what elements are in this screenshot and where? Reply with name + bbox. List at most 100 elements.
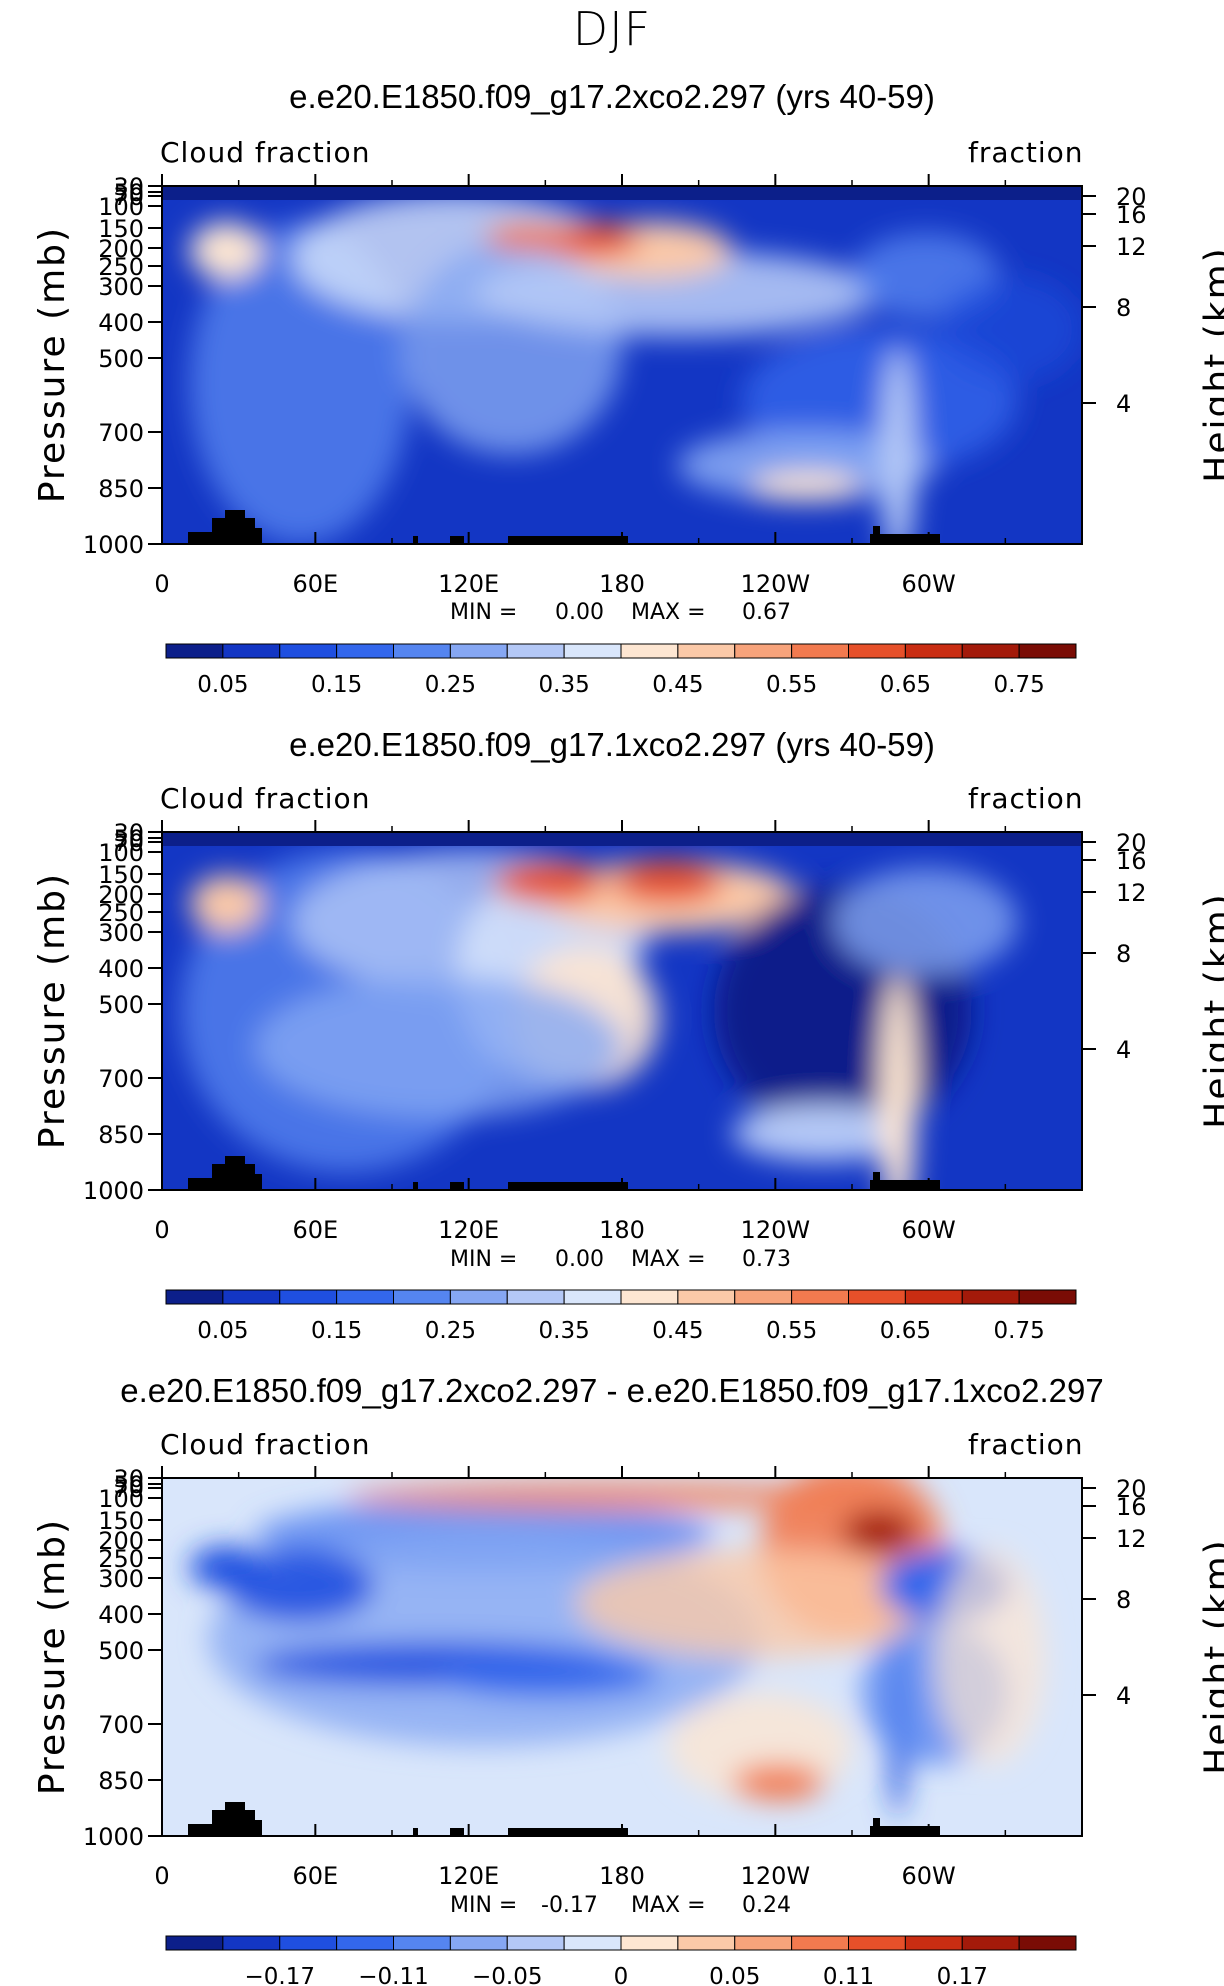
colorbar-label: −0.05: [472, 1964, 542, 1986]
y-tick-label: 500: [98, 991, 144, 1019]
colorbar-swatch: [620, 1289, 679, 1305]
colorbar-label: 0.05: [709, 1964, 760, 1986]
x-tick-label: 0: [154, 570, 169, 598]
colorbar-swatch: [791, 1935, 849, 1951]
panel1-contour-region: [189, 221, 264, 280]
topography-mask: [873, 526, 880, 544]
y-tick-label: 150: [98, 215, 144, 243]
y2-tick-label: 20: [1116, 1475, 1147, 1503]
y-tick-label: 200: [98, 235, 144, 263]
y-tick-label: 100: [98, 193, 144, 221]
colorbar-label: −0.17: [245, 1964, 315, 1986]
panel1-right-label: fraction: [968, 136, 1084, 169]
colorbar-swatch: [848, 643, 906, 659]
topography-mask: [413, 536, 418, 544]
colorbar-swatch: [848, 1935, 906, 1951]
colorbar-label: 0.55: [766, 1318, 817, 1344]
topography-mask: [873, 1172, 880, 1190]
colorbar-swatch: [791, 1289, 849, 1305]
y-tick-label: 250: [98, 253, 144, 281]
colorbar-swatch: [393, 1289, 451, 1305]
panel3-min-label: MIN =: [450, 1893, 518, 1918]
panel3-contour-region: [576, 1549, 944, 1658]
x-tick-label: 120E: [438, 1216, 499, 1244]
topography-mask: [508, 536, 628, 544]
y-tick-label: 100: [98, 1485, 144, 1513]
colorbar-label: 0.65: [880, 672, 931, 698]
x-tick-label: 60W: [902, 1862, 956, 1890]
panel1-contour-region: [879, 347, 917, 544]
y2-tick-label: 4: [1116, 390, 1131, 418]
y-tick-label: 500: [98, 345, 144, 373]
y-tick-label: 850: [98, 1767, 144, 1795]
y-tick-label: 50: [113, 179, 144, 207]
panel2-contour-region: [493, 860, 604, 904]
colorbar-label: 0.35: [539, 1318, 590, 1344]
y2-tick-label: 12: [1116, 1525, 1147, 1553]
x-tick-label: 180: [599, 1862, 645, 1890]
x-tick-label: 60W: [902, 570, 956, 598]
panel1-contour-region: [484, 221, 576, 251]
colorbar-label: 0.17: [937, 1964, 988, 1986]
panel1-contour-region: [934, 275, 1082, 383]
panel2-contour-region: [732, 1104, 917, 1162]
panel2-right-label: fraction: [968, 782, 1084, 815]
panel2-colorbar: 0.05 0.15 0.25 0.35 0.45 0.55 0.65 0.75: [165, 1289, 1077, 1344]
panel1-title: e.e20.E1850.f09_g17.2xco2.297 (yrs 40-59…: [289, 78, 935, 115]
panel3-contour-region: [438, 1653, 659, 1697]
topography-mask: [450, 1828, 464, 1836]
panel1-contour-region: [750, 472, 862, 502]
panel2-max-value: 0.73: [742, 1247, 791, 1272]
y-tick-label: 30: [113, 819, 144, 847]
y-tick-label: 50: [113, 1471, 144, 1499]
y-tick-label: 700: [98, 419, 144, 447]
panel3-max-label: MAX =: [631, 1893, 706, 1918]
colorbar-swatch: [620, 643, 679, 659]
colorbar-label: 0.45: [652, 672, 703, 698]
x-tick-label: 120E: [438, 570, 499, 598]
colorbar-swatch: [961, 643, 1020, 659]
y-tick-label: 400: [98, 1601, 144, 1629]
panel2-stratosphere-band: [162, 832, 1082, 846]
colorbar-swatch: [1018, 1289, 1077, 1305]
panel2-title: e.e20.E1850.f09_g17.1xco2.297 (yrs 40-59…: [289, 726, 935, 763]
panel3-title: e.e20.E1850.f09_g17.2xco2.297 - e.e20.E1…: [120, 1372, 1104, 1409]
y2-tick-label: 8: [1116, 940, 1131, 968]
colorbar-label: 0.25: [425, 672, 476, 698]
colorbar-swatch: [279, 1289, 338, 1305]
topography-mask: [250, 1174, 262, 1190]
colorbar-label: 0.55: [766, 672, 817, 698]
panel1-max-value: 0.67: [742, 600, 791, 625]
y2-tick-label: 12: [1116, 879, 1147, 907]
y-tick-label: 150: [98, 1507, 144, 1535]
topography-mask: [508, 1182, 628, 1190]
y2-tick-label: 12: [1116, 233, 1147, 261]
panel3-colorbar: −0.17 −0.11 −0.05 0 0.05 0.11 0.17: [165, 1935, 1077, 1986]
y-tick-label: 400: [98, 955, 144, 983]
x-tick-label: 0: [154, 1216, 169, 1244]
y-tick-label: 700: [98, 1065, 144, 1093]
colorbar-swatch: [677, 1289, 736, 1305]
panel1-contour-region: [677, 429, 935, 502]
colorbar-swatch: [848, 1289, 906, 1305]
y-tick-label: 1000: [83, 1177, 144, 1205]
x-tick-label: 120E: [438, 1862, 499, 1890]
topography-mask: [870, 534, 940, 544]
colorbar-swatch: [620, 1935, 679, 1951]
colorbar-swatch: [393, 1935, 451, 1951]
topography-mask: [870, 1826, 940, 1836]
colorbar-swatch: [734, 1935, 793, 1951]
colorbar-swatch: [734, 1289, 793, 1305]
colorbar-label: −0.11: [358, 1964, 428, 1986]
y-tick-label: 700: [98, 1711, 144, 1739]
topography-mask: [508, 1828, 628, 1836]
y-tick-label: 500: [98, 1637, 144, 1665]
y2-tick-label: 20: [1116, 183, 1147, 211]
topography-mask: [225, 1156, 245, 1190]
topography-mask: [225, 510, 245, 544]
panel2-contour-region: [189, 874, 264, 933]
y-tick-label: 50: [113, 825, 144, 853]
panel2-left-label: Cloud fraction: [160, 782, 371, 815]
